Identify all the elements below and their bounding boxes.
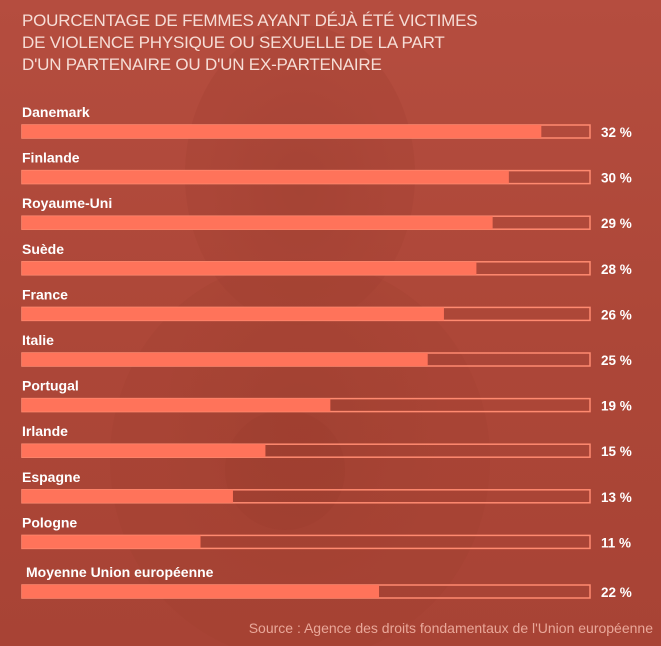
value-label: 22 % [601, 585, 632, 600]
category-label: Pologne [22, 514, 77, 530]
value-label: 32 % [601, 125, 632, 140]
value-label: 11 % [601, 535, 631, 550]
category-label: Irlande [22, 423, 68, 439]
chart-title: POURCENTAGE DE FEMMES AYANT DÉJÀ ÉTÉ VIC… [22, 10, 622, 76]
category-label: Moyenne Union européenne [26, 564, 214, 580]
bar [22, 398, 331, 412]
value-label: 29 % [601, 216, 632, 231]
chart-title-line-3: D'UN PARTENAIRE OU D'UN EX-PARTENAIRE [22, 55, 382, 74]
value-label: 25 % [601, 353, 632, 368]
category-label: Espagne [22, 469, 81, 485]
value-label: 28 % [601, 262, 632, 277]
bar [22, 216, 493, 230]
category-label: France [22, 286, 68, 302]
bar [22, 489, 233, 503]
bar [22, 535, 201, 549]
source-note: Source : Agence des droits fondamentaux … [248, 620, 653, 636]
value-label: 26 % [601, 307, 632, 322]
bar [22, 261, 477, 275]
bar [22, 125, 542, 138]
category-label: Danemark [22, 104, 90, 120]
category-label: Portugal [22, 378, 79, 394]
bar [22, 585, 380, 598]
chart-title-line-2: DE VIOLENCE PHYSIQUE OU SEXUELLE DE LA P… [22, 33, 445, 52]
value-label: 13 % [601, 490, 632, 505]
value-label: 30 % [601, 171, 632, 186]
value-label: 19 % [601, 399, 632, 414]
category-label: Finlande [22, 150, 80, 166]
category-label: Italie [22, 332, 54, 348]
bar [22, 170, 509, 184]
bar [22, 307, 444, 321]
bar [22, 353, 428, 366]
chart-title-line-1: POURCENTAGE DE FEMMES AYANT DÉJÀ ÉTÉ VIC… [22, 11, 478, 30]
category-label: Royaume-Uni [22, 195, 112, 211]
value-label: 15 % [601, 444, 632, 459]
category-label: Suède [22, 241, 64, 257]
bar [22, 444, 266, 458]
